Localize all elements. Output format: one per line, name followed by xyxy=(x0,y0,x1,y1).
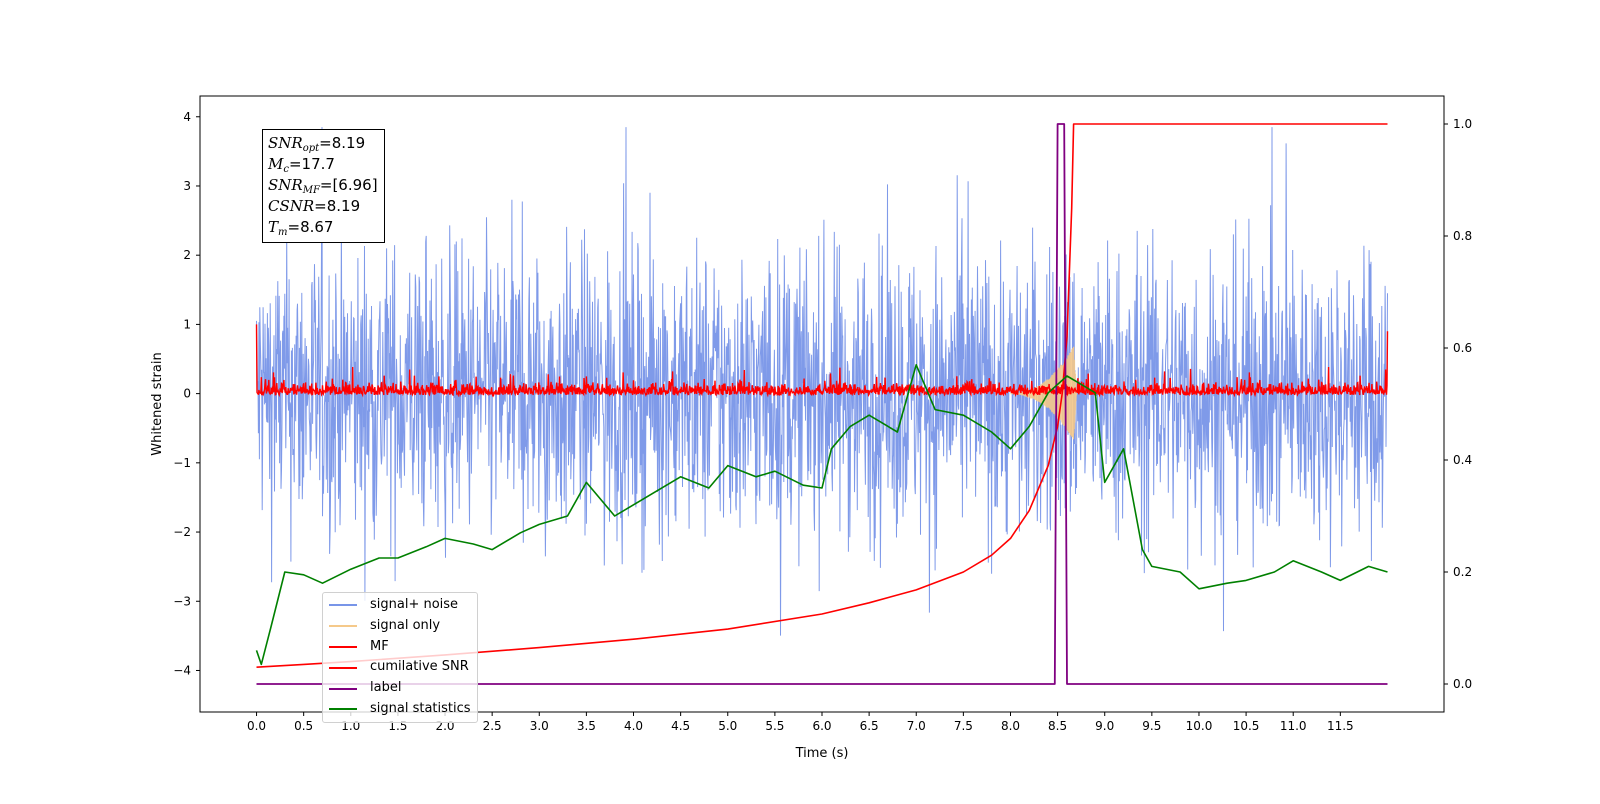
y2-tick-label: 0.0 xyxy=(1453,677,1472,691)
y-tick-label: −4 xyxy=(173,663,191,677)
legend: signal+ noise signal only MF cumilative … xyxy=(322,592,478,723)
x-tick-label: 4.5 xyxy=(671,719,690,733)
x-tick-label: 4.0 xyxy=(624,719,643,733)
legend-swatch xyxy=(329,708,357,711)
x-tick-label: 11.0 xyxy=(1280,719,1307,733)
legend-swatch xyxy=(329,645,357,648)
x-tick-label: 6.5 xyxy=(860,719,879,733)
x-tick-label: 0.0 xyxy=(247,719,266,733)
legend-item: label xyxy=(329,678,471,699)
y2-tick-label: 1.0 xyxy=(1453,117,1472,131)
x-tick-label: 0.5 xyxy=(294,719,313,733)
x-tick-label: 3.0 xyxy=(530,719,549,733)
series-mf xyxy=(255,324,1389,398)
x-tick-label: 5.0 xyxy=(718,719,737,733)
snr-opt-line: SNRopt=8.19 xyxy=(268,134,366,154)
legend-item: cumilative SNR xyxy=(329,657,471,678)
x-tick-label: 5.5 xyxy=(765,719,784,733)
legend-swatch xyxy=(329,625,357,628)
legend-swatch xyxy=(329,604,357,607)
x-tick-label: 7.0 xyxy=(907,719,926,733)
y-tick-label: 2 xyxy=(183,248,191,262)
x-axis-label: Time (s) xyxy=(795,746,849,761)
x-tick-label: 10.5 xyxy=(1233,719,1260,733)
x-tick-label: 3.5 xyxy=(577,719,596,733)
x-tick-label: 7.5 xyxy=(954,719,973,733)
x-tick-label: 11.5 xyxy=(1327,719,1354,733)
y2-tick-label: 0.2 xyxy=(1453,565,1472,579)
series-signal-statistics xyxy=(255,364,1388,666)
y-tick-label: 4 xyxy=(183,110,191,124)
legend-item: signal+ noise xyxy=(329,595,471,616)
x-tick-label: 6.0 xyxy=(812,719,831,733)
x-tick-label: 8.0 xyxy=(1001,719,1020,733)
x-tick-label: 10.0 xyxy=(1186,719,1213,733)
stats-annotation-box: SNRopt=8.19 Mc=17.7 SNRMF=[6.96] CSNR=8.… xyxy=(262,129,385,243)
snr-mf-line: SNRMF=[6.96] xyxy=(268,176,378,196)
y-tick-label: 0 xyxy=(183,387,191,401)
legend-item: signal only xyxy=(329,616,471,637)
y-tick-label: −1 xyxy=(173,456,191,470)
legend-swatch xyxy=(329,666,357,669)
mc-line: Mc=17.7 xyxy=(268,155,335,175)
y2-tick-label: 0.8 xyxy=(1453,229,1472,243)
y-tick-label: 1 xyxy=(183,317,191,331)
y-axis-label: Whitened strain xyxy=(150,352,165,455)
y-tick-label: 3 xyxy=(183,179,191,193)
y-tick-label: −3 xyxy=(173,594,191,608)
legend-item: signal statistics xyxy=(329,699,471,720)
y2-tick-label: 0.4 xyxy=(1453,453,1472,467)
series-label xyxy=(256,123,1388,685)
legend-item: MF xyxy=(329,637,471,658)
legend-swatch xyxy=(329,687,357,690)
x-tick-label: 2.5 xyxy=(483,719,502,733)
tm-line: Tm=8.67 xyxy=(268,218,334,238)
x-tick-label: 8.5 xyxy=(1048,719,1067,733)
x-tick-label: 9.0 xyxy=(1095,719,1114,733)
csnr-line: CSNR=8.19 xyxy=(268,197,361,215)
y2-tick-label: 0.6 xyxy=(1453,341,1472,355)
y-tick-label: −2 xyxy=(173,525,191,539)
series-signal-noise xyxy=(256,127,1388,636)
x-tick-label: 9.5 xyxy=(1142,719,1161,733)
